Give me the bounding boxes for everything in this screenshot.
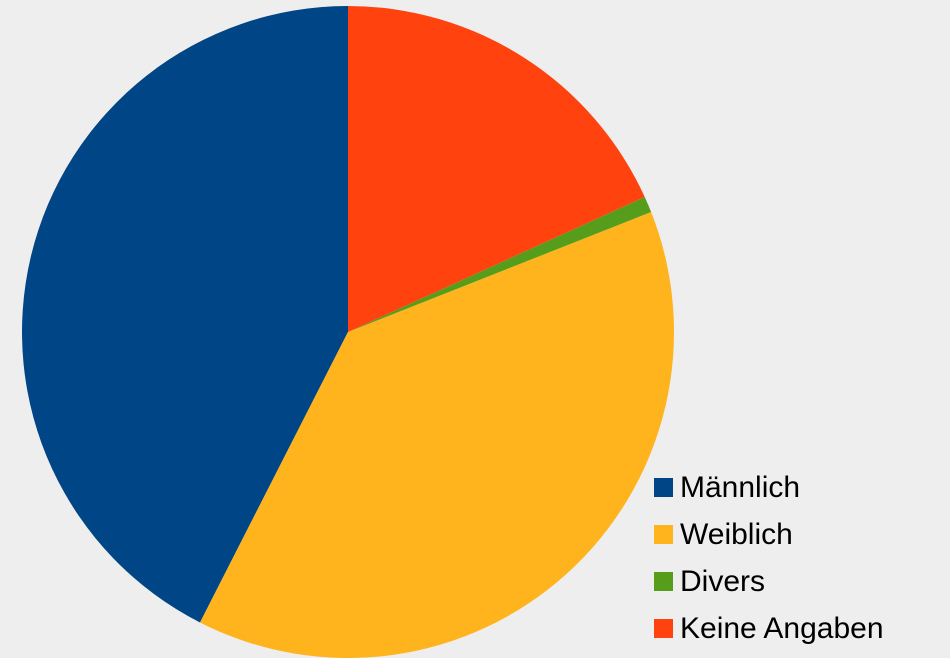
pie-slice-divers	[348, 196, 652, 332]
legend-swatch-divers	[654, 572, 673, 591]
legend-item-maennlich: Männlich	[654, 464, 884, 511]
pie-slice-weiblich	[200, 211, 674, 658]
legend-swatch-maennlich	[654, 478, 673, 497]
legend-swatch-keine-angaben	[654, 619, 673, 638]
legend: Männlich Weiblich Divers Keine Angaben	[654, 464, 884, 652]
legend-item-keine-angaben: Keine Angaben	[654, 605, 884, 652]
pie-slices	[21, 6, 674, 658]
legend-label-divers: Divers	[680, 564, 766, 598]
legend-label-weiblich: Weiblich	[680, 517, 793, 551]
legend-label-keine-angaben: Keine Angaben	[680, 611, 884, 645]
pie-slice-keine-angaben	[348, 6, 645, 332]
pie-slice-männlich	[21, 6, 349, 623]
legend-item-weiblich: Weiblich	[654, 511, 884, 558]
legend-swatch-weiblich	[654, 525, 673, 544]
legend-item-divers: Divers	[654, 558, 884, 605]
legend-label-maennlich: Männlich	[680, 470, 801, 504]
